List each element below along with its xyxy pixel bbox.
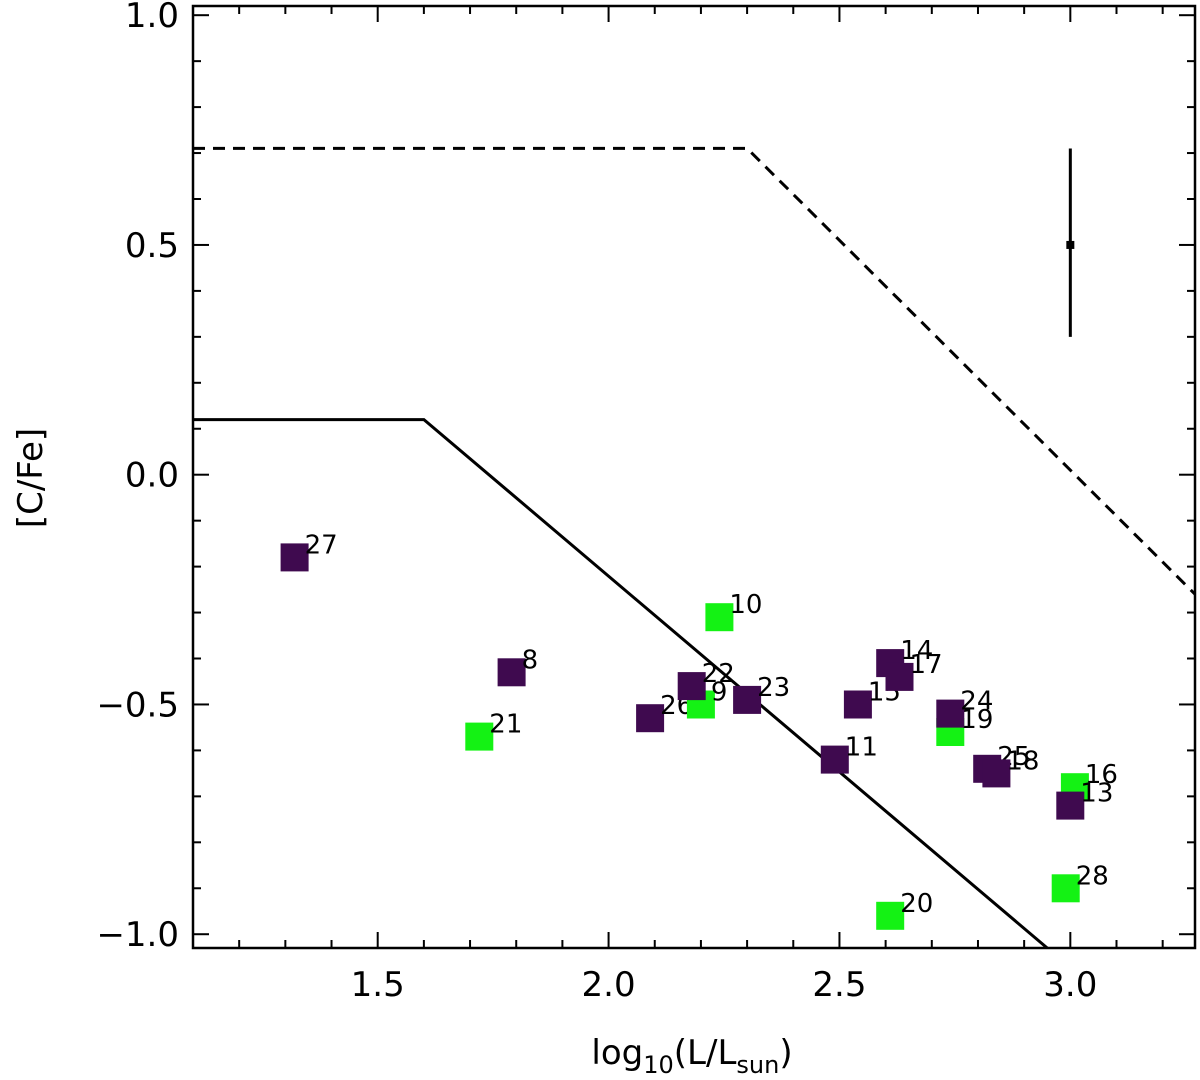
point-label-9: 9	[711, 678, 728, 708]
point-label-8: 8	[522, 645, 539, 675]
x-tick-label: 3.0	[1043, 965, 1097, 1005]
y-tick-label: 0.0	[125, 456, 179, 496]
error-bar-center	[1066, 240, 1075, 249]
point-label-24: 24	[960, 687, 993, 717]
y-tick-label: −0.5	[96, 685, 179, 725]
point-label-21: 21	[489, 710, 522, 740]
point-label-11: 11	[845, 733, 878, 763]
point-label-28: 28	[1076, 861, 1109, 891]
error-bar	[1066, 148, 1075, 337]
point-marker-24	[936, 699, 965, 728]
point-label-20: 20	[900, 889, 933, 919]
point-marker-28	[1051, 874, 1080, 903]
point-label-22: 22	[702, 659, 735, 689]
point-marker-26	[636, 704, 665, 733]
solid-line	[193, 418, 1049, 950]
point-label-27: 27	[305, 530, 338, 560]
reference-lines	[193, 146, 1197, 950]
point-marker-18	[982, 759, 1011, 788]
point-marker-11	[820, 745, 849, 774]
x-axis-title: log10(L/Lsun)	[591, 1033, 792, 1079]
point-label-10: 10	[729, 590, 762, 620]
point-marker-17	[885, 662, 914, 691]
axis-ticks	[192, 6, 1195, 948]
x-tick-label: 1.5	[351, 965, 405, 1005]
point-marker-22	[677, 672, 706, 701]
point-marker-20	[876, 901, 905, 930]
point-marker-15	[843, 690, 872, 719]
point-label-13: 13	[1080, 779, 1113, 809]
point-marker-23	[733, 685, 762, 714]
point-label-17: 17	[910, 650, 943, 680]
point-label-23: 23	[757, 673, 790, 703]
point-label-14: 14	[900, 636, 933, 666]
y-tick-label: 0.5	[125, 226, 179, 266]
point-label-19: 19	[960, 705, 993, 735]
y-axis-title: [C/Fe]	[11, 428, 51, 528]
point-marker-10	[705, 603, 734, 632]
y-tick-label: 1.0	[125, 0, 179, 36]
point-label-16: 16	[1085, 760, 1118, 790]
point-marker-27	[280, 543, 309, 572]
point-marker-8	[497, 658, 526, 687]
tick-labels: 1.5 2.0 2.5 3.0 1.0 0.5 0.0 −0.5 −1.0	[96, 0, 1097, 1005]
point-marker-13	[1056, 791, 1085, 820]
x-tick-label: 2.5	[812, 965, 866, 1005]
point-label-18: 18	[1006, 746, 1039, 776]
point-marker-21	[465, 722, 494, 751]
y-tick-label: −1.0	[96, 915, 179, 955]
x-tick-label: 2.0	[582, 965, 636, 1005]
dashed-line	[193, 146, 1197, 596]
plot-frame	[191, 4, 1197, 950]
